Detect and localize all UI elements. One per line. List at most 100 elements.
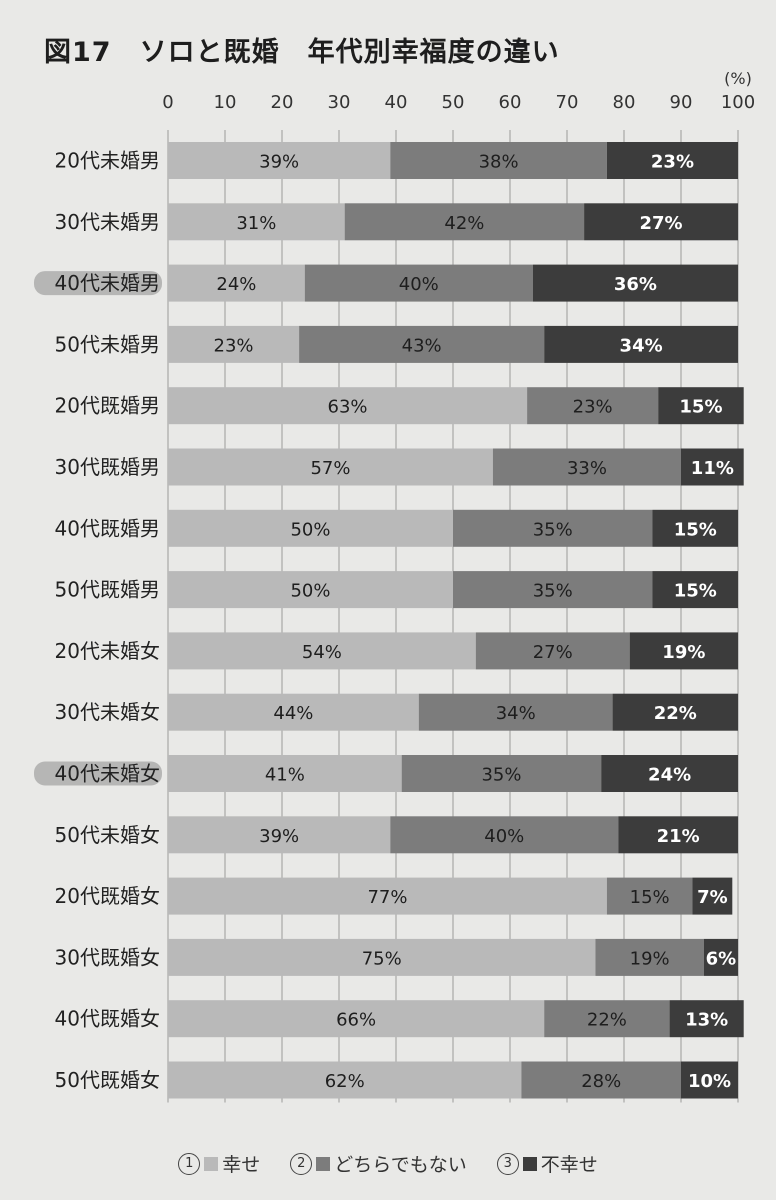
bar-segment-neutral: [475, 632, 630, 670]
data-label: 43%: [402, 335, 442, 356]
data-label: 11%: [691, 458, 734, 479]
bar-segment-happy: [168, 264, 305, 302]
data-label: 54%: [302, 642, 342, 663]
data-label: 21%: [657, 826, 700, 847]
data-label: 27%: [640, 213, 683, 234]
category-label: 30代未婚男: [55, 210, 160, 234]
bar-segment-happy: [168, 1061, 522, 1099]
category-label: 30代既婚男: [55, 455, 160, 479]
data-label: 39%: [259, 826, 299, 847]
x-tick-label: 50: [442, 92, 465, 113]
data-label: 10%: [688, 1071, 731, 1092]
bar-segment-happy: [168, 325, 300, 363]
legend-swatch-neutral: [316, 1156, 331, 1171]
data-label: 23%: [214, 335, 254, 356]
bar-segment-neutral: [453, 509, 653, 547]
legend-swatch-unhappy: [522, 1156, 537, 1171]
data-label: 77%: [367, 887, 407, 908]
x-tick-label: 20: [271, 92, 294, 113]
category-label: 40代既婚女: [55, 1007, 160, 1031]
bar-segment-unhappy: [629, 632, 738, 670]
legend-item-happy: 1 幸せ: [178, 1150, 260, 1177]
bar-segment-happy: [168, 142, 391, 179]
bar-segment-happy: [168, 755, 402, 792]
x-tick-label: 60: [499, 92, 522, 113]
bar-segment-unhappy: [652, 571, 738, 609]
x-tick-label: 70: [556, 92, 579, 113]
data-label: 40%: [484, 826, 524, 847]
data-label: 50%: [290, 581, 330, 602]
data-label: 75%: [362, 948, 402, 969]
data-label: 13%: [685, 1010, 728, 1031]
bar-segment-happy: [168, 938, 596, 976]
bar-segment-unhappy: [652, 509, 738, 547]
data-label: 38%: [479, 152, 519, 173]
category-label: 50代既婚男: [55, 578, 160, 602]
stacked-bar-chart: 0 10 20 30 40 50 60 70 80 90 100 (%) 20代未婚男 39% 38% 23%…: [34, 69, 755, 1103]
data-label: 15%: [630, 887, 670, 908]
bar-segment-unhappy: [612, 693, 738, 731]
x-tick-label: 40: [385, 92, 408, 113]
legend-number: 2: [290, 1152, 313, 1175]
bar-segment-neutral: [390, 142, 607, 179]
data-label: 24%: [216, 274, 256, 295]
bar-segment-happy: [168, 877, 607, 915]
data-label: 35%: [533, 581, 573, 602]
bar-segment-neutral: [606, 877, 693, 915]
bar-segment-happy: [168, 632, 476, 670]
data-label: 23%: [651, 152, 694, 173]
bar-segment-unhappy: [703, 938, 738, 976]
x-tick-label: 80: [613, 92, 636, 113]
bar-segment-happy: [168, 509, 453, 547]
data-label: 19%: [662, 642, 705, 663]
data-label: 36%: [614, 274, 657, 295]
category-label: 20代既婚男: [55, 394, 160, 418]
legend: 1 幸せ 2 どちらでもない 3 不幸せ: [0, 1150, 776, 1177]
bar-segment-neutral: [418, 693, 613, 731]
bar-segment-unhappy: [681, 1061, 738, 1099]
x-tick-label: 100: [721, 92, 755, 113]
data-label: 50%: [290, 519, 330, 540]
bar-segment-happy: [168, 693, 419, 731]
bar-segment-unhappy: [692, 877, 733, 915]
data-label: 23%: [573, 397, 613, 418]
x-tick-label: 10: [214, 92, 237, 113]
data-label: 41%: [265, 765, 305, 786]
data-label: 57%: [310, 458, 350, 479]
bar-segment-neutral: [492, 448, 681, 486]
bar-segment-neutral: [299, 325, 545, 363]
bar-segment-neutral: [453, 571, 653, 609]
legend-label: 幸せ: [222, 1154, 261, 1176]
data-label: 19%: [630, 948, 670, 969]
data-label: 35%: [481, 765, 521, 786]
data-label: 22%: [654, 703, 697, 724]
category-label: 20代未婚女: [55, 639, 160, 663]
data-label: 35%: [533, 519, 573, 540]
data-label: 66%: [336, 1010, 376, 1031]
data-label: 33%: [567, 458, 607, 479]
bar-segment-unhappy: [618, 816, 738, 854]
legend-swatch-happy: [204, 1156, 219, 1171]
x-tick-label: 90: [670, 92, 693, 113]
bar-segment-unhappy: [532, 264, 738, 302]
bar-segment-neutral: [521, 1061, 681, 1099]
data-label: 34%: [620, 335, 663, 356]
data-label: 34%: [496, 703, 536, 724]
bar-segment-unhappy: [544, 325, 738, 363]
data-label: 7%: [697, 887, 728, 908]
bar-segment-neutral: [344, 203, 585, 241]
bar-segment-unhappy: [681, 448, 744, 486]
data-label: 44%: [273, 703, 313, 724]
bar-segment-happy: [168, 387, 528, 425]
category-label: 40代既婚男: [55, 516, 160, 540]
bar-segment-neutral: [544, 1000, 670, 1038]
bar-segment-neutral: [595, 938, 704, 976]
bar-segment-unhappy: [601, 755, 738, 792]
legend-label: どちらでもない: [334, 1154, 467, 1176]
category-label: 40代未婚男: [55, 271, 160, 295]
category-label: 50代未婚男: [55, 332, 160, 356]
data-label: 62%: [325, 1071, 365, 1092]
data-label: 15%: [674, 519, 717, 540]
data-label: 31%: [236, 213, 276, 234]
category-label: 20代未婚男: [55, 149, 160, 173]
